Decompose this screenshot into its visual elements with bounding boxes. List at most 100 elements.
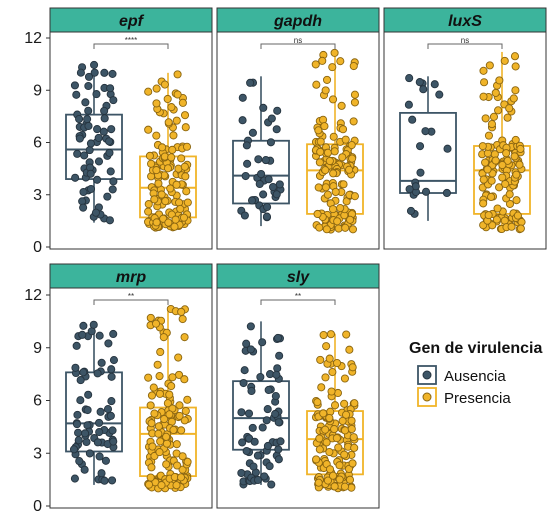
data-point [176, 204, 185, 214]
data-point [95, 452, 104, 461]
significance-bracket [93, 43, 169, 49]
data-point [314, 183, 323, 192]
data-point [172, 180, 181, 189]
data-point [513, 211, 522, 220]
data-point [247, 386, 256, 396]
data-point [150, 409, 159, 418]
data-point [348, 154, 357, 163]
data-point [321, 86, 330, 95]
data-point [512, 196, 521, 205]
points [478, 52, 526, 234]
data-point [349, 61, 358, 71]
data-point [109, 356, 118, 365]
data-point [69, 445, 79, 454]
data-point [144, 207, 153, 216]
group-presencia [139, 70, 197, 232]
points [311, 48, 360, 234]
data-point [315, 445, 324, 454]
data-point [341, 135, 350, 144]
data-point [152, 84, 161, 93]
data-point [257, 169, 266, 179]
data-point [164, 118, 173, 127]
data-point [274, 418, 283, 427]
data-point [321, 166, 330, 175]
data-point [348, 225, 358, 234]
data-point [349, 433, 358, 442]
data-point [316, 147, 325, 156]
data-point [108, 185, 117, 194]
data-point [492, 215, 501, 224]
data-point [84, 106, 93, 115]
data-point [479, 92, 488, 101]
data-point [332, 358, 342, 368]
data-point [107, 365, 116, 374]
data-point [109, 437, 118, 446]
data-point [328, 63, 337, 72]
data-point [79, 187, 88, 197]
data-point [181, 172, 190, 181]
data-point [70, 81, 79, 90]
data-point [275, 180, 284, 189]
data-point [108, 69, 117, 78]
data-point [172, 116, 181, 125]
data-point [258, 423, 267, 432]
data-point [340, 426, 350, 435]
data-point [90, 60, 99, 69]
points [311, 330, 359, 493]
data-point [152, 218, 161, 227]
data-point [346, 215, 355, 224]
data-point [180, 333, 189, 342]
data-point [105, 137, 114, 146]
data-point [175, 401, 184, 410]
data-point [421, 127, 430, 136]
data-point [147, 391, 157, 400]
panel-strip [49, 7, 213, 33]
data-point [147, 159, 156, 168]
data-point [154, 422, 163, 431]
data-point [406, 206, 416, 215]
data-point [265, 462, 274, 471]
points [144, 70, 192, 232]
data-point [267, 480, 276, 489]
data-point [415, 142, 425, 151]
data-point [329, 169, 338, 178]
data-point [312, 80, 321, 89]
data-point [91, 208, 100, 217]
data-point [491, 156, 500, 165]
data-point [328, 471, 338, 480]
y-tick-label: 0 [33, 498, 42, 515]
data-point [242, 339, 251, 348]
data-point [97, 469, 106, 478]
data-point [72, 420, 82, 429]
data-point [76, 68, 85, 77]
data-point [173, 70, 182, 79]
points [70, 60, 118, 225]
data-point [161, 197, 170, 206]
data-point [144, 125, 153, 134]
data-point [330, 482, 339, 491]
data-point [312, 455, 321, 464]
data-point [264, 385, 273, 395]
data-point [494, 106, 503, 115]
data-point [322, 225, 331, 234]
data-point [516, 224, 525, 233]
data-point [153, 360, 162, 369]
data-point [480, 78, 489, 87]
data-point [256, 372, 265, 382]
data-point [516, 144, 525, 154]
data-point [149, 383, 158, 392]
data-point [259, 190, 268, 199]
data-point [163, 399, 172, 408]
data-point [97, 358, 106, 367]
data-point [501, 179, 510, 189]
points [237, 322, 285, 489]
data-point [330, 401, 340, 410]
data-point [89, 320, 98, 329]
data-point [168, 145, 177, 154]
data-point [182, 142, 192, 151]
data-point [489, 112, 499, 121]
data-point [274, 455, 283, 464]
data-point [83, 405, 92, 415]
data-point [317, 383, 326, 392]
data-point [313, 209, 322, 219]
